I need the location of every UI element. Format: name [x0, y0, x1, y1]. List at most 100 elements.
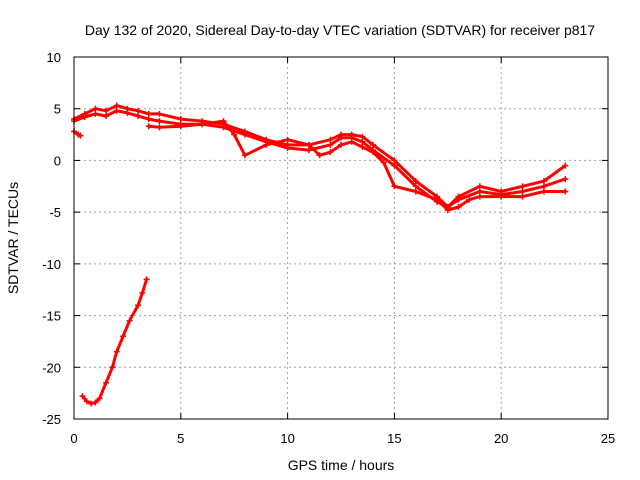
data-point [177, 123, 184, 130]
y-tick-labels: -25 -20 -15 -10 -5 0 5 10 [42, 50, 61, 427]
data-point [519, 188, 526, 195]
data-point [327, 141, 334, 148]
y-tick-label: -15 [42, 309, 61, 324]
data-point [156, 118, 163, 125]
data-point [540, 183, 547, 190]
data-point [327, 149, 334, 156]
data-point [284, 136, 291, 143]
x-tick-label: 5 [177, 431, 184, 446]
data-point [199, 121, 206, 128]
x-tick-label: 25 [601, 431, 615, 446]
x-axis-label: GPS time / hours [288, 457, 395, 473]
y-tick-label: -25 [42, 412, 61, 427]
data-point [540, 188, 547, 195]
y-axis-label: SDTVAR / TECUs [5, 182, 21, 294]
data-point [327, 136, 334, 143]
data-point [455, 196, 462, 203]
data-point [113, 102, 120, 109]
data-point [120, 333, 127, 340]
data-point [220, 118, 227, 125]
data-point [177, 116, 184, 123]
data-point [338, 134, 344, 141]
data-point [103, 107, 110, 114]
series-track-e [81, 277, 149, 405]
data-point [220, 124, 227, 131]
y-tick-label: -20 [42, 360, 61, 375]
data-point [466, 196, 473, 203]
series-track-c [147, 119, 567, 212]
data-point [498, 193, 505, 200]
data-point [391, 183, 398, 190]
data-point [338, 141, 344, 148]
data-series [71, 102, 569, 407]
data-point [412, 178, 419, 185]
data-point [241, 131, 248, 138]
data-point [284, 145, 291, 152]
data-point [139, 289, 146, 296]
data-point [156, 124, 163, 131]
data-point [77, 132, 84, 139]
data-point [109, 364, 116, 371]
data-point [263, 141, 270, 148]
x-tick-label: 0 [70, 431, 77, 446]
x-tick-labels: 0 5 10 15 20 25 [70, 431, 615, 446]
data-point [124, 109, 131, 116]
data-point [370, 141, 377, 148]
data-point [135, 112, 142, 119]
data-point [103, 112, 110, 119]
data-point [540, 178, 547, 185]
y-tick-label: -5 [49, 205, 61, 220]
data-point [562, 162, 569, 169]
data-point [113, 348, 120, 355]
plot-frame [73, 56, 609, 420]
x-tick-label: 20 [494, 431, 508, 446]
data-point [103, 379, 110, 386]
data-point [348, 138, 355, 145]
data-point [562, 188, 569, 195]
data-point [476, 188, 483, 195]
grid-lines [74, 57, 608, 419]
data-point [476, 183, 483, 190]
chart-title: Day 132 of 2020, Sidereal Day-to-day VTE… [85, 22, 595, 38]
data-point [81, 113, 88, 120]
data-point [359, 143, 366, 150]
data-point [305, 141, 312, 148]
data-point [562, 176, 569, 183]
data-point [145, 116, 152, 123]
data-point [519, 183, 526, 190]
data-point [145, 123, 152, 130]
data-point [92, 105, 99, 112]
y-tick-label: -10 [42, 257, 61, 272]
data-point [135, 107, 142, 114]
data-point [359, 133, 366, 140]
data-point [92, 110, 99, 117]
data-point [316, 152, 323, 159]
data-point [434, 196, 441, 203]
data-point [92, 399, 99, 406]
data-point [143, 276, 150, 283]
data-point [391, 162, 398, 169]
data-point [88, 400, 95, 407]
y-tick-label: 5 [54, 102, 61, 117]
data-point [391, 157, 398, 164]
data-point [412, 183, 419, 190]
x-tick-label: 10 [280, 431, 294, 446]
y-tick-label: 0 [54, 153, 61, 168]
data-point [83, 398, 90, 405]
data-point [145, 110, 152, 117]
data-point [359, 138, 366, 145]
data-point [113, 107, 120, 114]
y-tick-label: 10 [47, 50, 61, 65]
data-point [476, 193, 483, 200]
data-point [519, 193, 526, 200]
data-point [241, 152, 248, 159]
data-point [412, 188, 419, 195]
data-point [156, 110, 163, 117]
data-point [135, 302, 142, 309]
data-point [455, 203, 462, 210]
axis-ticks [73, 56, 609, 420]
data-point [370, 149, 377, 156]
series-track-b [72, 109, 567, 209]
x-tick-label: 15 [387, 431, 401, 446]
